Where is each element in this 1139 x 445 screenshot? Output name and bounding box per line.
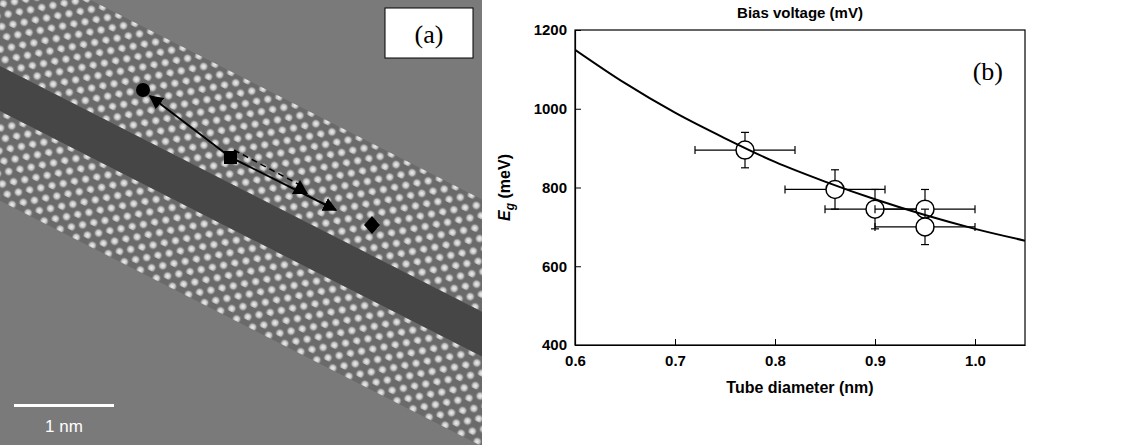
tick: 600 xyxy=(542,258,581,275)
square-marker xyxy=(224,151,237,164)
yticks-axis: 400 600 800 1000 1200 xyxy=(534,21,581,353)
panel-label: (a) xyxy=(415,20,444,49)
tick-mark xyxy=(775,339,776,345)
tick-mark xyxy=(675,339,676,345)
error-cap xyxy=(741,132,749,133)
arrow xyxy=(150,96,230,157)
arrow xyxy=(230,157,336,210)
tick-label: 1200 xyxy=(534,21,567,38)
tick-mark xyxy=(575,188,581,189)
data-layer xyxy=(575,50,1025,245)
tick: 1.0 xyxy=(965,339,986,369)
tick-mark xyxy=(575,345,581,346)
error-cap xyxy=(874,223,875,231)
tick-label: 400 xyxy=(542,336,567,353)
x-error-bar xyxy=(875,209,975,210)
tick-mark xyxy=(575,30,581,31)
error-cap xyxy=(921,244,929,245)
x-axis-title: Tube diameter (nm) xyxy=(726,379,873,396)
axis-line xyxy=(576,345,1026,346)
error-cap xyxy=(921,209,929,210)
error-cap xyxy=(794,146,795,154)
chart-title: Bias voltage (mV) xyxy=(737,4,863,21)
tick-mark xyxy=(975,339,976,345)
figure: (a) 1 nm 0.6 0.7 0.8 0.9 1.0 400 600 800 1000 1200 B… xyxy=(0,0,1139,445)
error-cap xyxy=(694,146,695,154)
tick-mark xyxy=(575,109,581,110)
diamond-marker xyxy=(364,216,380,234)
dashed-arrow xyxy=(234,150,300,185)
error-cap xyxy=(784,185,785,193)
circle-marker xyxy=(136,83,150,97)
error-cap xyxy=(871,189,879,190)
tick-label: 1000 xyxy=(534,100,567,117)
tick-mark xyxy=(575,266,581,267)
tube-band xyxy=(0,40,482,445)
tick-label: 0.9 xyxy=(865,352,886,369)
label-box xyxy=(385,8,473,58)
scale-bar-label: 1 nm xyxy=(45,417,83,436)
chart-panel: 0.6 0.7 0.8 0.9 1.0 400 600 800 1000 1200 Bias vol… xyxy=(496,4,1026,396)
data-point xyxy=(916,218,934,236)
tube-gap xyxy=(0,5,482,422)
tick-label: 600 xyxy=(542,258,567,275)
scale-bar xyxy=(14,404,114,407)
fit-curve xyxy=(575,50,1025,241)
xticks-axis: 0.6 0.7 0.8 0.9 1.0 xyxy=(565,339,1025,369)
image-panel: (a) 1 nm xyxy=(0,0,673,445)
y-axis-title: Eg (meV) xyxy=(496,154,517,221)
tick: 1200 xyxy=(534,21,581,38)
tick-label: 0.8 xyxy=(765,352,786,369)
tick: 1000 xyxy=(534,100,581,117)
error-cap xyxy=(741,167,749,168)
tick-label: 1.0 xyxy=(965,352,986,369)
error-cap xyxy=(831,169,839,170)
tick-label: 0.6 xyxy=(565,352,586,369)
error-cap xyxy=(974,205,975,213)
error-cap xyxy=(884,185,885,193)
tick: 400 xyxy=(542,336,581,353)
error-cap xyxy=(874,205,875,213)
tick-mark xyxy=(875,339,876,345)
triangle-marker xyxy=(292,180,308,194)
tick: 0.7 xyxy=(665,339,686,369)
tick: 0.9 xyxy=(865,339,886,369)
tick: 800 xyxy=(542,179,581,196)
tick: 0.8 xyxy=(765,339,786,369)
tick-label: 0.7 xyxy=(665,352,686,369)
error-cap xyxy=(824,205,825,213)
tick-label: 800 xyxy=(542,179,567,196)
plot-frame xyxy=(575,30,1025,345)
panel-label: (b) xyxy=(973,57,1003,86)
error-cap xyxy=(921,189,929,190)
